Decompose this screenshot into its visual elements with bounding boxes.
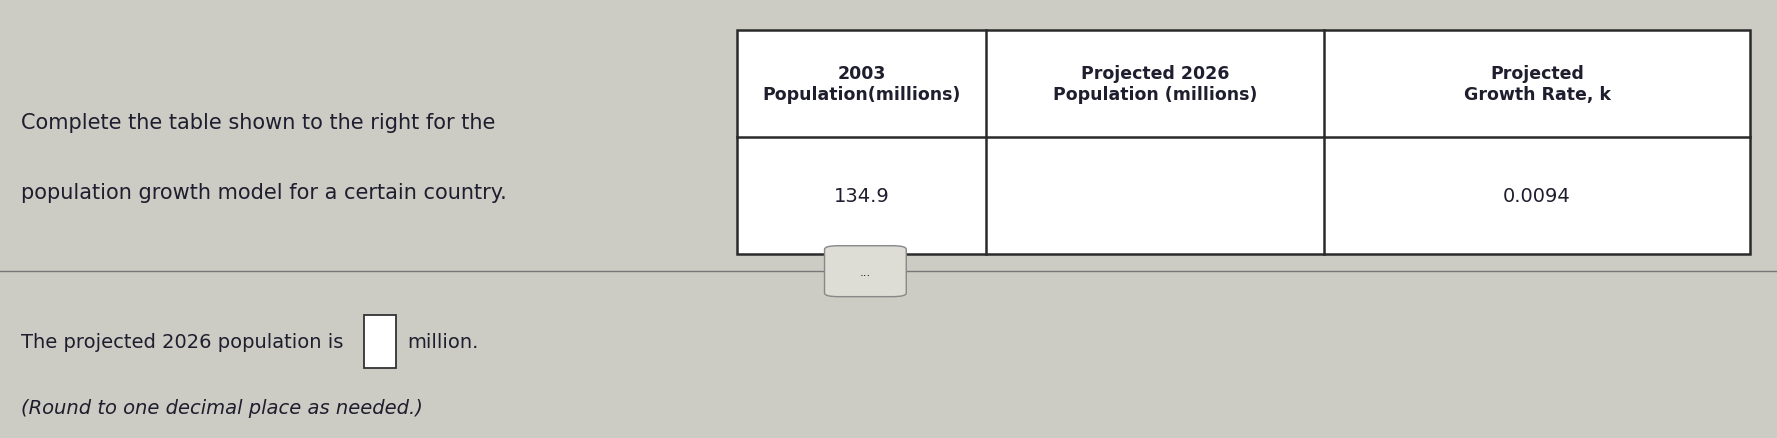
FancyBboxPatch shape — [825, 246, 906, 297]
Bar — [737, 31, 1750, 254]
Text: 0.0094: 0.0094 — [1503, 187, 1571, 205]
Text: population growth model for a certain country.: population growth model for a certain co… — [21, 183, 506, 203]
Text: (Round to one decimal place as needed.): (Round to one decimal place as needed.) — [21, 398, 423, 417]
Text: The projected 2026 population is: The projected 2026 population is — [21, 332, 343, 351]
Text: ...: ... — [860, 265, 871, 278]
Text: Complete the table shown to the right for the: Complete the table shown to the right fo… — [21, 113, 496, 133]
Text: 2003
Population(millions): 2003 Population(millions) — [762, 65, 961, 104]
Text: Projected 2026
Population (millions): Projected 2026 Population (millions) — [1052, 65, 1258, 104]
Text: million.: million. — [407, 332, 478, 351]
Bar — [364, 315, 396, 368]
Text: 134.9: 134.9 — [833, 187, 890, 205]
Text: Projected
Growth Rate, k: Projected Growth Rate, k — [1464, 65, 1610, 104]
